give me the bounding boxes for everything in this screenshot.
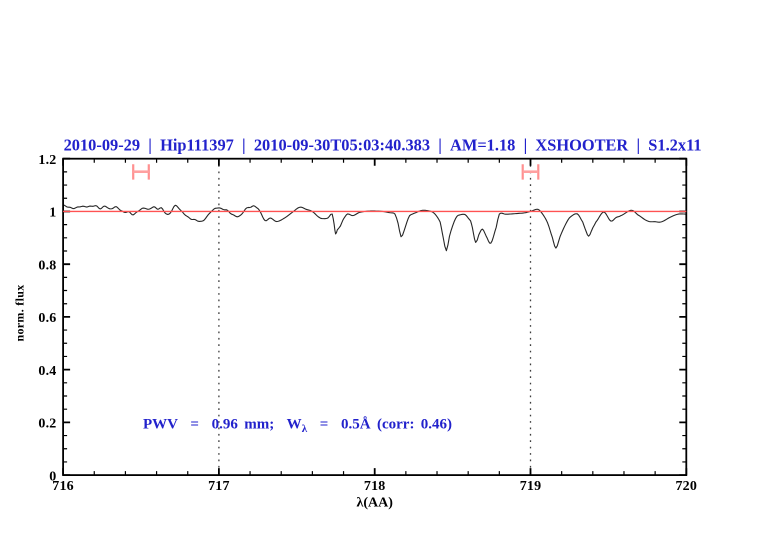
svg-text:719: 719 [520,479,542,494]
svg-text:716: 716 [52,479,74,494]
svg-text:717: 717 [208,479,230,494]
svg-text:0.4: 0.4 [38,364,56,379]
svg-text:0: 0 [49,469,56,484]
svg-text:718: 718 [364,479,386,494]
svg-text:PWV = 0.96 mm; Wλ = 0.5Å: PWV = 0.96 mm; Wλ = 0.5Å (corr: 0.46) [143,416,452,435]
svg-text:0.2: 0.2 [38,417,56,432]
svg-text:λ(AA): λ(AA) [356,496,393,511]
svg-text:norm. flux: norm. flux [12,285,26,342]
svg-text:0.6: 0.6 [38,311,56,326]
svg-text:2010-09-29 | Hip111397 | 2: 2010-09-29 | Hip111397 | 2010-09-30T05:0… [64,135,702,154]
svg-text:1: 1 [49,206,56,221]
svg-text:720: 720 [675,479,697,494]
svg-text:1.2: 1.2 [38,153,56,168]
svg-text:0.8: 0.8 [38,258,56,273]
